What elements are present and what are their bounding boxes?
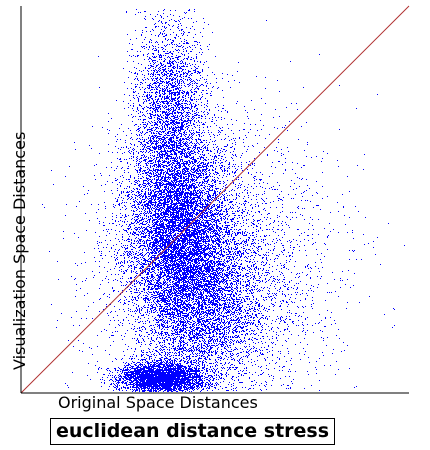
chart-title: euclidean distance stress [50,418,336,445]
x-axis-label: Original Space Distances [58,393,258,412]
y-axis-label: Visualization Space Distances [10,131,29,370]
data-points [42,9,405,392]
scatter-points [42,9,405,392]
reference-diagonal-line [20,5,410,394]
